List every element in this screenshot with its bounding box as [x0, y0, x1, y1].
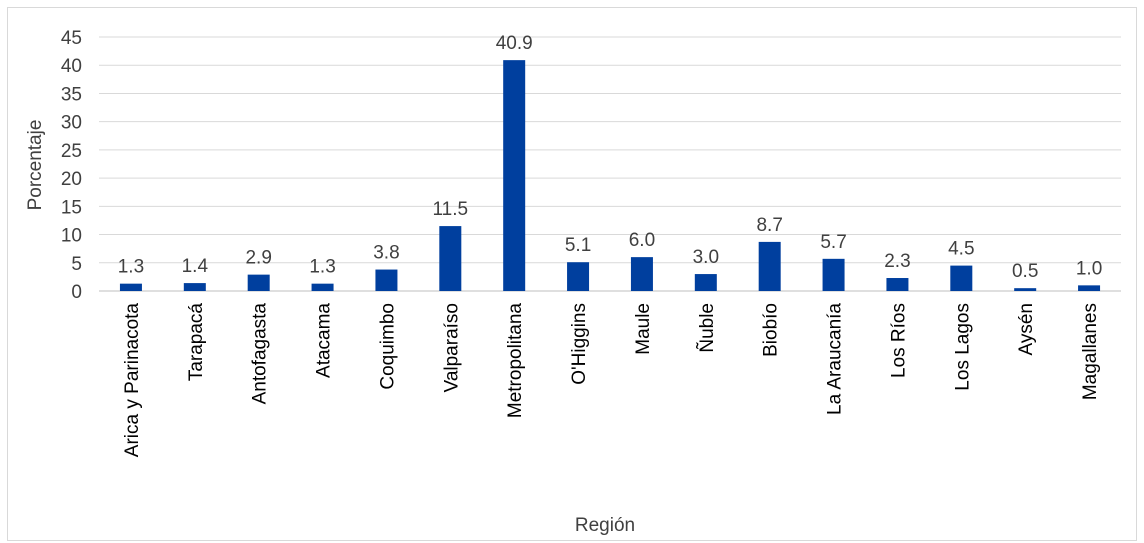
x-tick-label: O'Higgins — [569, 303, 590, 385]
y-tick-label: 5 — [71, 254, 82, 275]
bar — [567, 262, 590, 291]
data-label: 4.5 — [948, 239, 974, 260]
x-tick-label: Ñuble — [696, 303, 718, 353]
y-tick-label: 45 — [61, 28, 82, 49]
y-tick-label: 25 — [61, 141, 82, 162]
bar — [1014, 288, 1037, 291]
data-label: 0.5 — [1012, 261, 1038, 282]
data-label: 6.0 — [629, 230, 655, 251]
bar — [119, 283, 142, 291]
x-tick-label: Atacama — [314, 303, 335, 378]
bar — [822, 258, 845, 291]
x-tick-label: La Araucanía — [825, 303, 846, 415]
x-tick-label: Coquimbo — [377, 303, 398, 390]
x-tick-label: Biobío — [761, 303, 782, 357]
y-tick-label: 30 — [61, 113, 82, 134]
bar — [247, 274, 270, 291]
bar — [439, 226, 462, 291]
bar — [1078, 285, 1101, 291]
x-tick-label: Valparaíso — [441, 303, 462, 392]
y-tick-label: 15 — [61, 197, 82, 218]
y-tick-label: 40 — [61, 56, 82, 77]
bar — [375, 269, 398, 291]
data-label: 40.9 — [496, 33, 533, 54]
y-axis-ticks: 0 5 10 15 20 25 30 35 40 45 — [61, 28, 82, 303]
x-tick-label: Tarapacá — [186, 303, 207, 382]
data-label: 5.7 — [820, 232, 846, 253]
x-axis-categories: Arica y Parinacota Tarapacá Antofagasta Ata… — [122, 303, 1101, 458]
x-tick-label: Los Lagos — [952, 303, 973, 391]
x-tick-label: Aysén — [1016, 303, 1037, 355]
bar — [950, 265, 973, 291]
data-label: 3.0 — [693, 247, 719, 268]
y-axis-title: Porcentaje — [25, 120, 46, 211]
bar — [503, 60, 526, 291]
bar — [183, 283, 206, 291]
data-label: 3.8 — [373, 243, 399, 264]
bar — [886, 278, 909, 291]
bar — [311, 283, 334, 291]
data-labels: 1.3 1.4 2.9 1.3 3.8 11.5 40.9 5.1 6.0 3.0 8.7 5.7 2.… — [118, 33, 1103, 282]
x-tick-label: Metropolitana — [505, 303, 526, 419]
data-label: 2.3 — [884, 251, 910, 272]
bar — [694, 274, 717, 291]
y-tick-label: 35 — [61, 84, 82, 105]
x-tick-label: Antofagasta — [250, 303, 271, 405]
data-label: 1.0 — [1076, 258, 1102, 279]
x-tick-label: Magallanes — [1080, 303, 1101, 400]
data-label: 1.4 — [182, 256, 209, 277]
x-tick-label: Maule — [633, 303, 654, 355]
data-label: 1.3 — [118, 257, 144, 278]
x-axis-title: Región — [575, 515, 635, 536]
bars — [119, 60, 1101, 291]
data-label: 11.5 — [433, 199, 469, 220]
data-label: 1.3 — [309, 257, 335, 278]
y-tick-label: 0 — [71, 282, 82, 303]
y-tick-label: 20 — [61, 169, 82, 190]
x-tick-label: Los Ríos — [888, 303, 909, 378]
data-label: 8.7 — [756, 215, 782, 236]
data-label: 5.1 — [565, 235, 591, 256]
bar — [758, 241, 781, 291]
y-tick-label: 10 — [61, 226, 82, 247]
data-label: 2.9 — [245, 248, 271, 269]
bar — [630, 257, 653, 291]
x-tick-label: Arica y Parinacota — [122, 303, 143, 458]
